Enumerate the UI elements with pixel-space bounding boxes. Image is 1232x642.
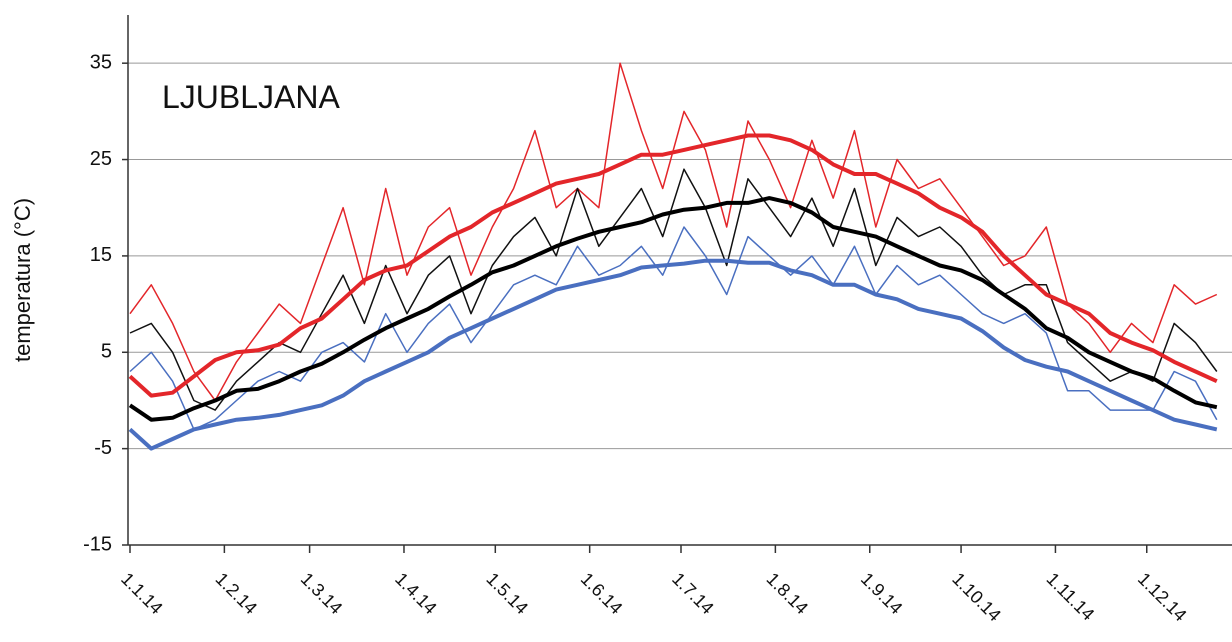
x-tick-label: 1.1.14 <box>117 569 167 619</box>
series-line <box>128 196 1218 422</box>
y-axis-label: temperatura (°C) <box>10 198 35 362</box>
x-tick-label: 1.7.14 <box>668 569 718 619</box>
x-tick-label: 1.10.14 <box>948 569 1005 626</box>
y-tick-label: 35 <box>90 51 112 73</box>
series-line <box>128 133 1218 398</box>
x-tick-label: 1.11.14 <box>1043 569 1099 625</box>
x-tick-label: 1.4.14 <box>391 569 441 619</box>
y-tick-label: 25 <box>90 148 112 170</box>
series-line <box>128 258 1218 451</box>
x-tick-label: 1.12.14 <box>1134 569 1191 626</box>
x-tick-label: 1.2.14 <box>212 569 262 619</box>
ticks: -15 -5 5 15 25 35 1.1.14 1.2.14 1.3.14 1.4.14 1.5.… <box>83 51 1190 625</box>
y-tick-label: 15 <box>90 244 112 266</box>
x-tick-label: 1.6.14 <box>577 569 627 619</box>
x-tick-label: 1.3.14 <box>297 569 347 619</box>
lines <box>128 62 1218 451</box>
chart-title: LJUBLJANA <box>162 79 341 115</box>
x-tick-label: 1.9.14 <box>857 569 907 619</box>
series-line <box>129 226 1218 431</box>
y-tick-label: -5 <box>94 437 112 459</box>
y-tick-label: 5 <box>101 341 112 363</box>
x-tick-label: 1.8.14 <box>763 569 813 619</box>
y-tick-label: -15 <box>83 533 112 555</box>
x-tick-label: 1.5.14 <box>482 569 532 619</box>
series-line <box>129 62 1218 402</box>
